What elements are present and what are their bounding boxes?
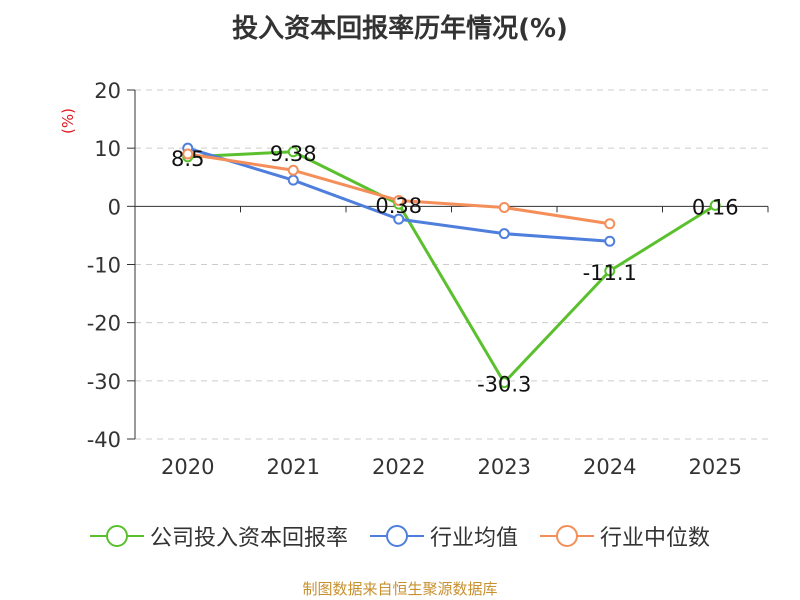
- x-tick-label: 2022: [372, 455, 425, 479]
- data-point: [498, 201, 510, 213]
- legend-marker-industry-median: [540, 524, 594, 548]
- chart-title: 投入资本回报率历年情况(%): [232, 14, 568, 44]
- data-point: [287, 174, 299, 186]
- data-point: [709, 199, 721, 211]
- data-label: 8.5: [171, 147, 204, 171]
- data-source: 制图数据来自恒生聚源数据库: [302, 580, 498, 598]
- legend-item-industry-median[interactable]: 行业中位数: [540, 520, 710, 552]
- x-tick-label: 2025: [689, 455, 742, 479]
- data-point: [287, 146, 299, 158]
- y-tick-label: -20: [87, 312, 121, 336]
- y-tick-label: 20: [94, 79, 121, 103]
- legend-item-company[interactable]: 公司投入资本回报率: [89, 520, 348, 552]
- y-tick-label: 0: [108, 195, 121, 219]
- y-tick-label: -30: [87, 370, 121, 394]
- y-tick-label: 10: [94, 137, 121, 161]
- x-tick-label: 2024: [583, 455, 636, 479]
- legend-label-industry-median: 行业中位数: [600, 526, 711, 551]
- y-tick-label: -40: [87, 428, 121, 452]
- data-label: -30.3: [477, 373, 531, 397]
- data-label: 9.38: [270, 142, 317, 166]
- data-label: -11.1: [583, 261, 637, 285]
- data-point: [604, 265, 616, 277]
- series-line-0: [187, 150, 717, 385]
- data-point: [287, 164, 299, 176]
- y-tick-label: -10: [87, 254, 121, 278]
- x-tick-label: 2020: [161, 455, 214, 479]
- data-label: 0.38: [375, 194, 422, 218]
- legend-marker-company: [89, 524, 144, 548]
- data-point: [393, 213, 405, 225]
- data-label: 0.16: [692, 195, 739, 219]
- data-point: [604, 218, 616, 230]
- legend-label-industry-mean: 行业均值: [429, 526, 518, 551]
- data-point: [498, 228, 510, 240]
- data-point: [498, 377, 510, 389]
- legend: 公司投入资本回报率 行业均值 行业中位数: [0, 520, 800, 552]
- legend-item-industry-mean[interactable]: 行业均值: [369, 520, 518, 552]
- x-tick-label: 2023: [478, 455, 531, 479]
- legend-label-company: 公司投入资本回报率: [149, 526, 348, 551]
- data-point: [182, 148, 194, 160]
- data-point: [604, 235, 616, 247]
- data-point: [393, 195, 405, 207]
- x-tick-label: 2021: [267, 455, 320, 479]
- legend-marker-industry-mean: [369, 524, 424, 548]
